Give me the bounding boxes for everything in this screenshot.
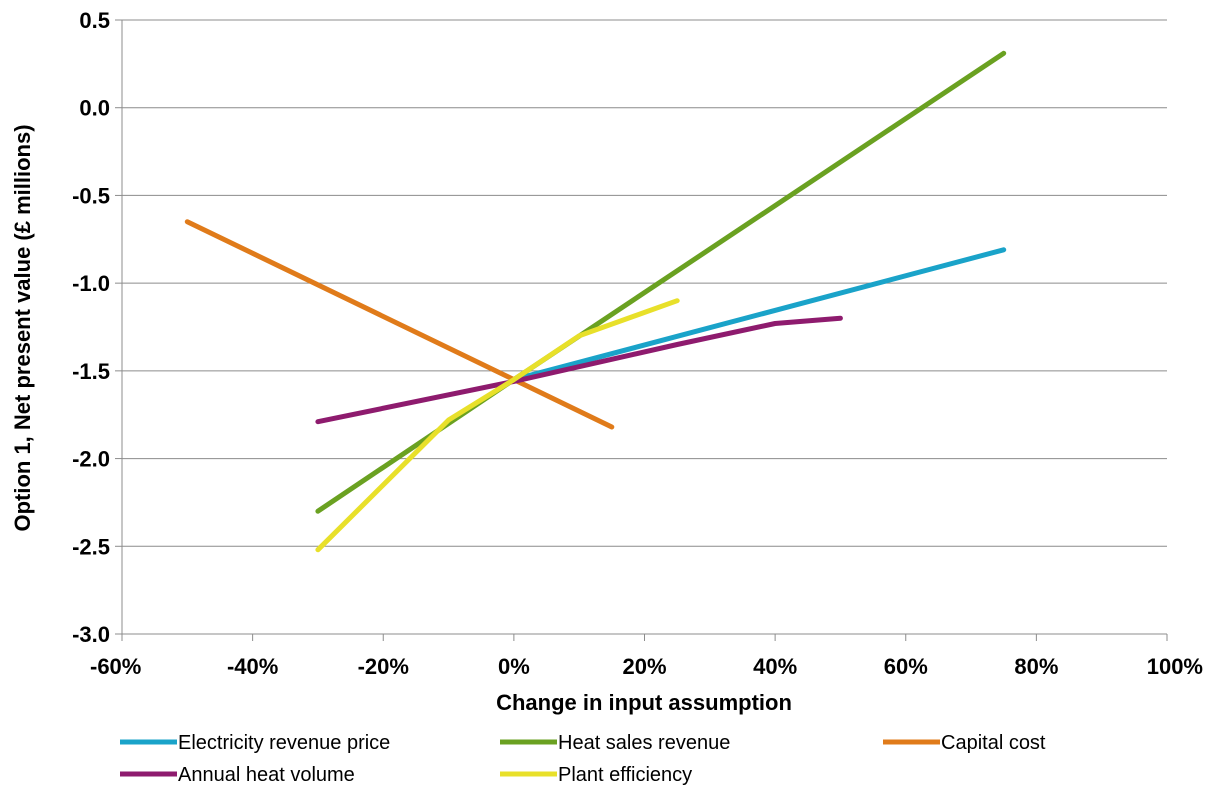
y-tick-label: 0.0 bbox=[79, 96, 110, 121]
series-line-plant-efficiency bbox=[315, 298, 680, 553]
series-line-electricity-revenue-price bbox=[511, 247, 1007, 383]
x-tick-label: -40% bbox=[227, 654, 278, 679]
series-line-capital-cost bbox=[184, 219, 615, 430]
x-tick-label: 20% bbox=[622, 654, 666, 679]
y-tick-label: -2.5 bbox=[72, 534, 110, 559]
x-tick-label: 100% bbox=[1147, 654, 1203, 679]
gridlines bbox=[122, 19, 1167, 547]
series-line-annual-heat-volume bbox=[315, 315, 843, 425]
legend: Electricity revenue price Heat sales reve… bbox=[120, 732, 1046, 786]
legend-label: Capital cost bbox=[941, 732, 1046, 754]
legend-label: Plant efficiency bbox=[558, 764, 692, 786]
x-tick-label: -20% bbox=[358, 654, 409, 679]
y-axis-ticks: 0.5 0.0 -0.5 -1.0 -1.5 -2.0 -2.5 -3.0 bbox=[72, 8, 122, 647]
legend-label: Annual heat volume bbox=[178, 764, 355, 786]
y-axis-title: Option 1, Net present value (£ millions) bbox=[10, 124, 35, 531]
legend-label: Electricity revenue price bbox=[178, 732, 390, 754]
x-axis-ticks: -60% -40% -20% 0% 20% 40% 60% 80% 100% bbox=[90, 634, 1203, 679]
legend-label: Heat sales revenue bbox=[558, 732, 730, 754]
y-tick-label: -1.0 bbox=[72, 271, 110, 296]
y-tick-label: -2.0 bbox=[72, 447, 110, 472]
series-line-heat-sales-revenue bbox=[315, 50, 1007, 514]
x-tick-label: 60% bbox=[884, 654, 928, 679]
x-tick-label: 0% bbox=[498, 654, 530, 679]
axes bbox=[121, 20, 1167, 635]
y-tick-label: -3.0 bbox=[72, 622, 110, 647]
y-tick-label: 0.5 bbox=[79, 8, 110, 33]
x-tick-label: 80% bbox=[1014, 654, 1058, 679]
x-tick-label: 40% bbox=[753, 654, 797, 679]
series-lines bbox=[184, 50, 1007, 553]
x-tick-label: -60% bbox=[90, 654, 141, 679]
y-tick-label: -0.5 bbox=[72, 183, 110, 208]
x-axis-title: Change in input assumption bbox=[496, 690, 792, 715]
y-tick-label: -1.5 bbox=[72, 359, 110, 384]
